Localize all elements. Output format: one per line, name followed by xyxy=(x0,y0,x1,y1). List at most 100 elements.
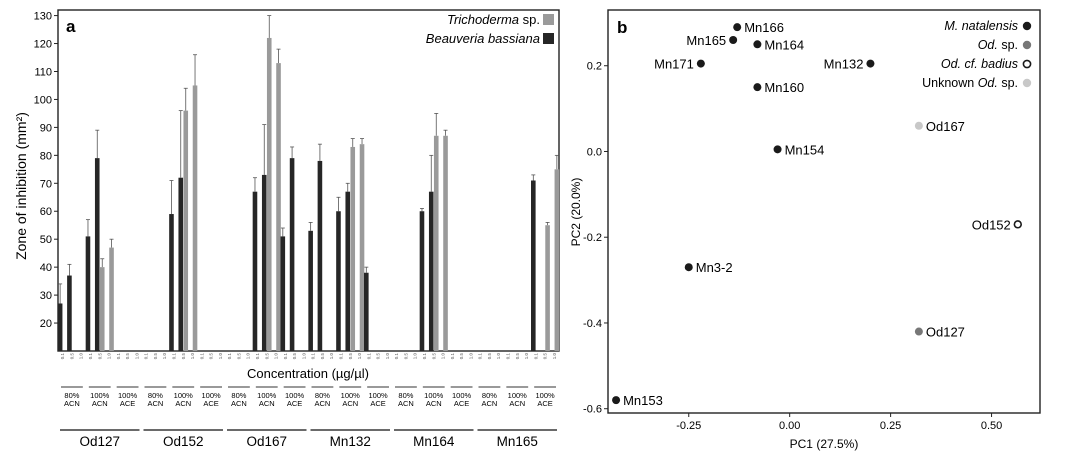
point-label: Mn164 xyxy=(764,37,804,52)
y-tick-label: -0.6 xyxy=(583,404,602,416)
concentration-tick-label: 0.5 xyxy=(459,353,464,360)
solvent-label: 100% xyxy=(174,391,194,400)
concentration-tick-label: 0.5 xyxy=(153,353,158,360)
concentration-tick-label: 0.5 xyxy=(515,353,520,360)
solvent-label: ACE xyxy=(537,399,552,408)
solvent-label: ACN xyxy=(314,399,330,408)
concentration-tick-label: 0.5 xyxy=(97,353,102,360)
bar xyxy=(428,191,434,351)
bar xyxy=(317,160,323,351)
panel-a-error-bars xyxy=(58,15,559,304)
bar xyxy=(169,214,174,351)
solvent-label: ACN xyxy=(175,399,191,408)
concentration-tick-label: 0.5 xyxy=(209,353,214,360)
scatter-point xyxy=(773,145,782,154)
scatter-point xyxy=(696,59,705,68)
point-label: Mn171 xyxy=(654,57,694,72)
bar xyxy=(443,135,448,351)
point-label: Mn154 xyxy=(785,142,825,157)
panel-a-legend: Trichoderma sp. Beauveria bassiana xyxy=(426,12,554,46)
bar xyxy=(99,267,105,351)
legend-swatch-beauveria xyxy=(543,33,554,44)
scatter-point xyxy=(753,40,762,49)
y-tick-label: 30 xyxy=(40,290,52,302)
concentration-tick-label: 1.0 xyxy=(301,353,306,360)
concentration-tick-label: 0.1 xyxy=(255,353,260,360)
group-label: Mn132 xyxy=(330,434,371,449)
concentration-tick-label: 1.0 xyxy=(441,353,446,360)
concentration-tick-label: 0.5 xyxy=(236,353,241,360)
scatter-point xyxy=(729,36,738,45)
point-label: Mn132 xyxy=(824,57,864,72)
scatter-point xyxy=(914,121,923,130)
panel-a-letter: a xyxy=(66,17,76,36)
scatter-point xyxy=(733,23,742,32)
y-tick-label: 120 xyxy=(34,39,52,51)
point-label: Od167 xyxy=(926,119,965,134)
concentration-tick-label: 0.1 xyxy=(311,353,316,360)
scatter-point xyxy=(866,59,875,68)
solvent-label: ACE xyxy=(120,399,135,408)
solvent-label: 80% xyxy=(482,391,497,400)
concentration-tick-label: 1.0 xyxy=(190,353,195,360)
concentration-tick-label: 0.1 xyxy=(450,353,455,360)
bar xyxy=(359,144,365,351)
concentration-tick-label: 0.1 xyxy=(394,353,399,360)
panel-a-concentration-ticks: 0.1 0.5 1.0 0.1 0.5 1.0 0.1 0.5 1.0 0.1 0.5 1.0 0.1 0… xyxy=(60,353,557,360)
point-label: Mn166 xyxy=(744,20,784,35)
solvent-label: 80% xyxy=(148,391,163,400)
solvent-label: ACN xyxy=(92,399,108,408)
legend-trichoderma-suffix: sp. xyxy=(519,12,540,27)
concentration-tick-label: 0.1 xyxy=(505,353,510,360)
concentration-tick-label: 0.5 xyxy=(376,353,381,360)
solvent-label: 100% xyxy=(508,391,528,400)
x-tick-label: 0.50 xyxy=(981,420,1002,432)
scatter-point xyxy=(612,396,621,405)
concentration-tick-label: 0.1 xyxy=(422,353,427,360)
y-tick-label: 20 xyxy=(40,318,52,330)
bar xyxy=(350,146,356,351)
concentration-tick-label: 1.0 xyxy=(468,353,473,360)
concentration-tick-label: 1.0 xyxy=(134,353,139,360)
point-label: Mn153 xyxy=(623,393,663,408)
y-tick-label: -0.4 xyxy=(583,318,602,330)
solvent-label: ACN xyxy=(481,399,497,408)
bar xyxy=(419,211,425,351)
concentration-tick-label: 0.5 xyxy=(348,353,353,360)
solvent-label: ACN xyxy=(426,399,442,408)
bar xyxy=(57,303,63,351)
solvent-label: ACN xyxy=(259,399,275,408)
solvent-label: 80% xyxy=(64,391,79,400)
solvent-label: ACE xyxy=(287,399,302,408)
concentration-tick-label: 0.1 xyxy=(533,353,538,360)
y-tick-label: 40 xyxy=(40,262,52,274)
concentration-tick-label: 1.0 xyxy=(357,353,362,360)
solvent-label: 100% xyxy=(424,391,444,400)
legend-unknown-prefix: Unknown xyxy=(922,76,978,90)
y-tick-label: 80 xyxy=(40,150,52,162)
legend-marker-od-sp xyxy=(1022,40,1032,50)
concentration-tick-label: 0.5 xyxy=(181,353,186,360)
bar xyxy=(364,272,369,351)
panel-a-x-axis-title: Concentration (µg/µl) xyxy=(247,366,369,381)
y-tick-label: 100 xyxy=(34,94,52,106)
panel-b-plot-frame xyxy=(607,9,1041,414)
concentration-tick-label: 1.0 xyxy=(246,353,251,360)
solvent-label: 100% xyxy=(90,391,110,400)
bar xyxy=(67,275,72,351)
solvent-label: 100% xyxy=(368,391,388,400)
concentration-tick-label: 1.0 xyxy=(413,353,418,360)
solvent-label: 80% xyxy=(398,391,413,400)
concentration-tick-label: 1.0 xyxy=(552,353,557,360)
concentration-tick-label: 0.1 xyxy=(199,353,204,360)
scatter-point xyxy=(684,263,693,272)
y-tick-label: 90 xyxy=(40,122,52,134)
concentration-tick-label: 0.1 xyxy=(366,353,371,360)
legend-entry-trichoderma: Trichoderma sp. xyxy=(447,12,540,27)
solvent-label: 100% xyxy=(535,391,555,400)
solvent-label: ACE xyxy=(454,399,469,408)
legend-marker-od-cf-badius xyxy=(1022,59,1032,69)
y-tick-label: 70 xyxy=(40,178,52,190)
y-tick-label: -0.2 xyxy=(583,232,602,244)
group-label: Od152 xyxy=(163,434,204,449)
